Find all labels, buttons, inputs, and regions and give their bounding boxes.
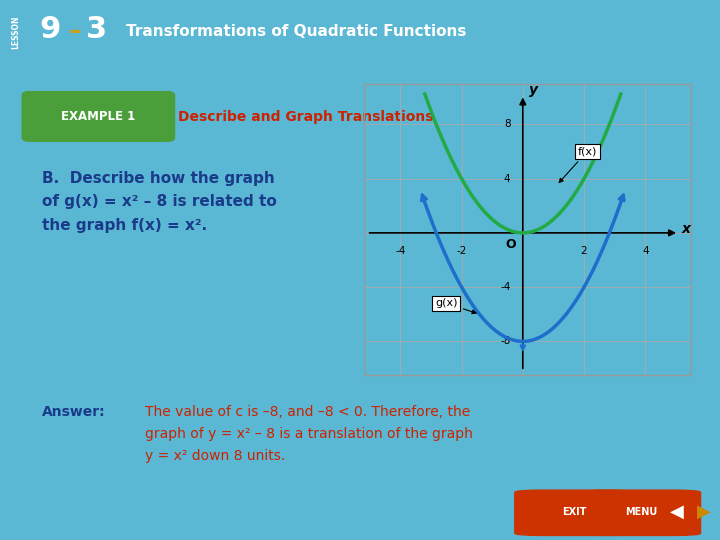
Text: -4: -4 [500,282,510,292]
Text: B.  Describe how the graph
of g(x) = x² – 8 is related to
the graph f(x) = x².: B. Describe how the graph of g(x) = x² –… [42,171,276,233]
Text: g(x): g(x) [435,299,476,314]
Text: LESSON: LESSON [11,16,20,49]
Text: MENU: MENU [625,507,657,517]
Text: O: O [505,238,516,251]
Text: y: y [529,84,538,98]
Text: ▶: ▶ [697,503,711,521]
Text: 3: 3 [86,15,107,44]
Text: -2: -2 [456,246,467,256]
Text: EXIT: EXIT [562,507,586,517]
Text: -8: -8 [500,336,510,346]
Text: Transformations of Quadratic Functions: Transformations of Quadratic Functions [126,24,467,38]
Text: 4: 4 [504,174,510,184]
FancyBboxPatch shape [515,490,634,536]
Text: EXAMPLE 1: EXAMPLE 1 [61,110,135,123]
Text: The value of c is –8, and –8 < 0. Therefore, the
graph of y = x² – 8 is a transl: The value of c is –8, and –8 < 0. Theref… [145,405,472,463]
Text: 2: 2 [581,246,588,256]
FancyBboxPatch shape [22,92,174,141]
Text: -4: -4 [395,246,405,256]
FancyBboxPatch shape [582,490,701,536]
Text: ◀: ◀ [670,503,684,521]
Text: x: x [682,222,691,236]
Text: f(x): f(x) [559,146,597,183]
Text: 9: 9 [40,15,61,44]
Bar [364,84,691,375]
Text: 4: 4 [642,246,649,256]
Text: –: – [68,19,81,43]
Text: 8: 8 [504,119,510,130]
Text: Answer:: Answer: [42,405,106,419]
Text: Describe and Graph Translations: Describe and Graph Translations [178,110,433,124]
